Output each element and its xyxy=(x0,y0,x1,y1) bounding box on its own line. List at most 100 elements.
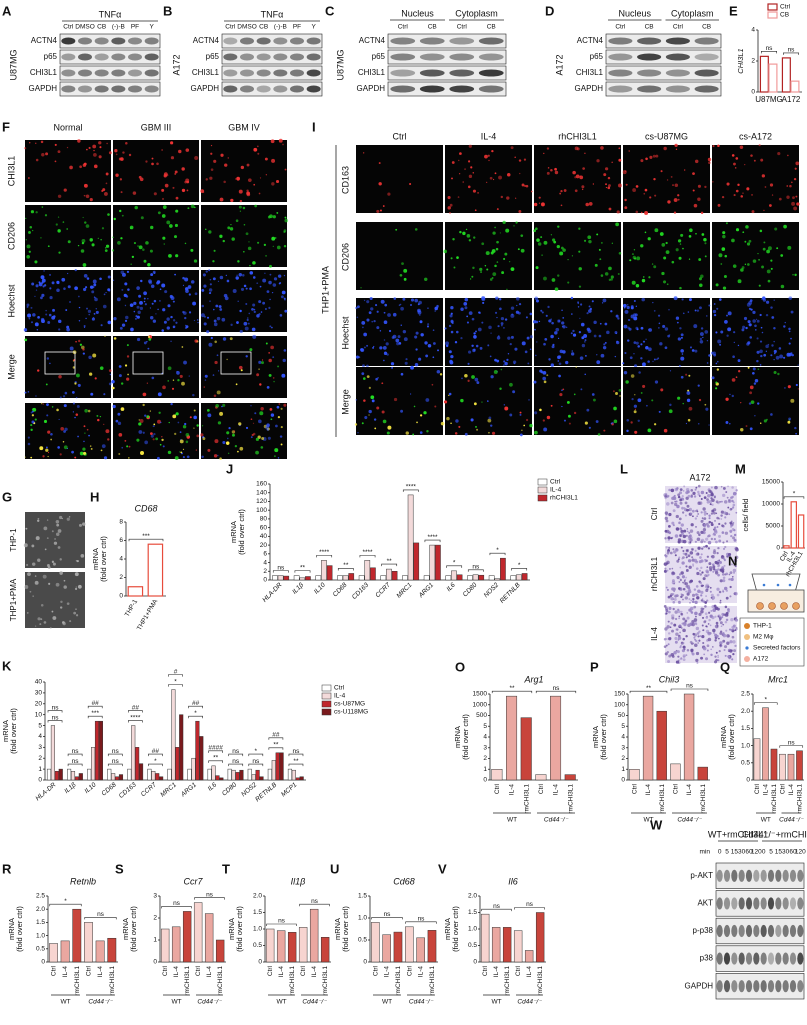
row-label: CD163 xyxy=(340,166,350,194)
bar xyxy=(364,560,371,581)
cell xyxy=(485,251,490,256)
cell xyxy=(684,501,688,505)
cell xyxy=(771,194,774,196)
cell xyxy=(647,237,651,241)
cell xyxy=(399,273,403,277)
y-tick-label: 4 xyxy=(751,27,755,34)
cell xyxy=(214,439,219,444)
y-tick-label: 1.0 xyxy=(36,932,45,939)
cell xyxy=(678,256,682,260)
blot-band xyxy=(738,869,745,882)
cell xyxy=(494,311,498,314)
group-label: WT xyxy=(171,999,181,1006)
cell xyxy=(491,149,494,153)
cell xyxy=(630,314,635,319)
bar xyxy=(510,575,517,581)
sig-bracket xyxy=(208,760,223,763)
cell xyxy=(213,394,217,398)
cell xyxy=(592,398,596,402)
cell xyxy=(783,356,786,359)
bar xyxy=(131,725,136,781)
cell xyxy=(58,418,60,421)
cell xyxy=(543,240,548,245)
cell xyxy=(663,645,667,648)
cell xyxy=(103,393,106,396)
cell xyxy=(128,457,130,459)
cell xyxy=(747,341,751,345)
cell xyxy=(82,216,84,219)
cell xyxy=(668,546,671,549)
cell xyxy=(88,313,91,316)
lane-label: Ctrl xyxy=(615,24,626,31)
cell xyxy=(27,313,32,318)
cell xyxy=(48,582,51,585)
cell xyxy=(543,427,548,432)
cell xyxy=(711,376,715,380)
cell xyxy=(149,410,151,412)
cell xyxy=(60,427,65,431)
cell xyxy=(252,303,256,307)
cell xyxy=(226,358,228,361)
cell xyxy=(120,270,125,275)
cell xyxy=(732,501,735,504)
cell xyxy=(707,547,711,550)
y-tick-label: 4 xyxy=(38,733,42,740)
cell xyxy=(670,652,675,657)
cell xyxy=(222,337,227,341)
cell xyxy=(104,249,108,253)
cell xyxy=(524,184,527,188)
cell xyxy=(78,295,80,298)
cell xyxy=(448,324,452,328)
cell xyxy=(279,314,283,317)
cell xyxy=(44,214,48,217)
cell xyxy=(63,585,67,589)
cell xyxy=(144,303,147,306)
cell xyxy=(666,625,670,629)
cell xyxy=(213,249,216,252)
cell xyxy=(210,144,213,147)
cell xyxy=(258,419,262,424)
cell xyxy=(166,317,170,321)
cell xyxy=(185,148,190,152)
blot-band xyxy=(273,69,288,77)
y-tick-label: 1 xyxy=(38,766,42,773)
cell xyxy=(506,288,508,291)
x-tick-label: Ctrl xyxy=(300,965,307,976)
blot-band xyxy=(78,85,92,93)
cell xyxy=(711,646,714,648)
cell xyxy=(604,272,609,276)
x-tick-label: IL-4 xyxy=(686,784,693,796)
cell xyxy=(752,319,756,323)
cell xyxy=(413,405,416,408)
cell xyxy=(681,506,685,510)
cell xyxy=(170,156,175,160)
blot-strip xyxy=(387,49,507,65)
cell xyxy=(471,375,475,379)
y-tick-label: 40 xyxy=(35,679,43,686)
lane-label: 5 xyxy=(725,849,729,856)
cell xyxy=(735,489,738,492)
cell xyxy=(447,195,451,200)
blot-band xyxy=(637,69,662,77)
cell xyxy=(694,517,697,520)
cell xyxy=(86,277,90,280)
sig-bracket xyxy=(248,753,264,757)
cell xyxy=(101,189,104,193)
cell xyxy=(610,275,614,279)
cell xyxy=(720,500,723,503)
cell xyxy=(32,407,37,412)
cell xyxy=(171,387,175,390)
cell xyxy=(635,341,639,345)
cell xyxy=(376,326,380,330)
cell xyxy=(208,269,211,272)
cell xyxy=(648,276,651,279)
cell xyxy=(59,606,63,609)
cell xyxy=(239,309,242,313)
cell xyxy=(700,566,703,569)
sig-bracket xyxy=(84,917,117,920)
cell xyxy=(361,372,365,376)
cell xyxy=(503,257,506,260)
cell xyxy=(704,612,708,616)
cell xyxy=(666,502,670,506)
cell xyxy=(88,434,90,437)
